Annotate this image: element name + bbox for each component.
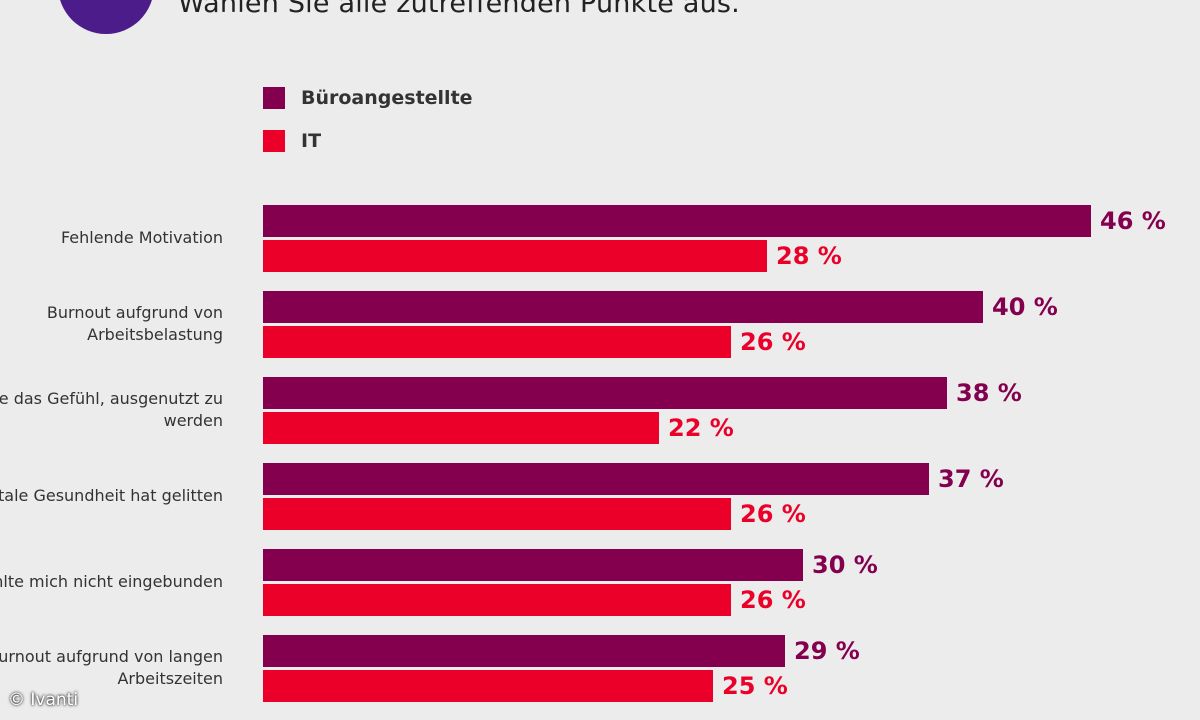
bar-series-1 [263,291,983,323]
bar-series-1 [263,463,929,495]
bar-series-1 [263,549,803,581]
bar-series-2 [263,498,731,530]
header-badge-circle [58,0,154,34]
bar-series-1 [263,205,1091,237]
bar-value-label: 26 % [740,500,806,528]
category-label: Burnout aufgrund von Arbeitsbelastung [46,303,223,344]
legend-swatch-series-2 [263,129,285,152]
bar-value-label: 30 % [812,551,878,579]
legend-item-series-2: IT [263,129,473,152]
bar-value-label: 46 % [1100,207,1166,235]
bar-value-label: 22 % [668,414,734,442]
copyright-notice: © Ivanti [8,690,79,710]
bar-series-2 [263,326,731,358]
category-label: Fühlte mich nicht eingebunden [0,572,223,591]
category-label: Burnout aufgrund von langen Arbeitszeite… [0,647,223,688]
bar-value-label: 40 % [992,293,1058,321]
chart-subtitle: Wählen Sie alle zutreffenden Punkte aus. [178,0,740,19]
legend-item-series-1: Büroangestellte [263,86,473,109]
bar-series-1 [263,635,785,667]
bar-value-label: 37 % [938,465,1004,493]
category-label: Fehlende Motivation [60,228,223,247]
bar-value-label: 28 % [776,242,842,270]
legend-label-series-1: Büroangestellte [301,86,473,109]
bar-series-2 [263,584,731,616]
bar-value-label: 38 % [956,379,1022,407]
bar-value-label: 26 % [740,586,806,614]
bar-series-2 [263,240,767,272]
legend: Büroangestellte IT [263,86,473,172]
category-label: Mentale Gesundheit hat gelitten [0,486,223,505]
bar-series-1 [263,377,947,409]
legend-label-series-2: IT [301,129,322,152]
bar-series-2 [263,670,713,702]
category-label: Hatte das Gefühl, ausgenutzt zu werden [0,389,223,430]
bar-series-2 [263,412,659,444]
bar-value-label: 29 % [794,637,860,665]
legend-swatch-series-1 [263,86,285,109]
bar-value-label: 26 % [740,328,806,356]
bar-value-label: 25 % [722,672,788,700]
